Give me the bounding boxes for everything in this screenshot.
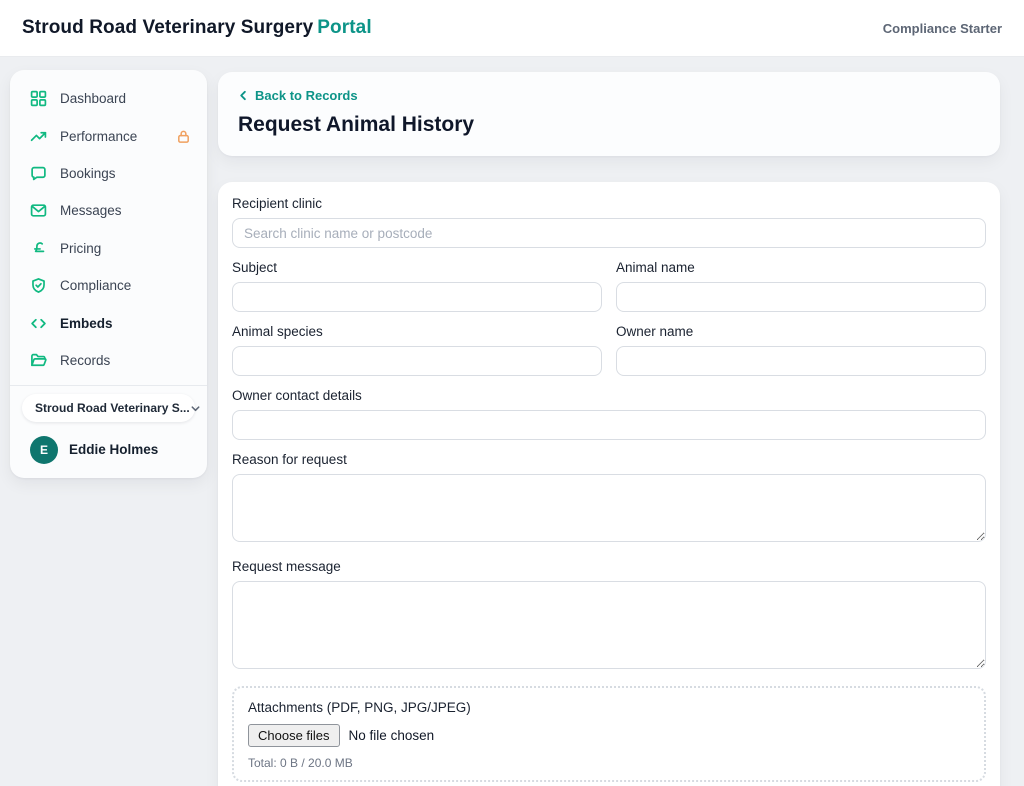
animal-species-field: Animal species xyxy=(232,324,602,376)
brand-name: Stroud Road Veterinary Surgery xyxy=(22,17,314,38)
clinic-selector[interactable]: Stroud Road Veterinary S... xyxy=(22,394,200,422)
owner-name-input[interactable] xyxy=(616,346,986,376)
attachments-box: Attachments (PDF, PNG, JPG/JPEG) Choose … xyxy=(232,686,986,782)
reason-textarea[interactable] xyxy=(232,474,986,542)
sidebar-item-label: Compliance xyxy=(60,278,132,294)
sidebar-item-label: Embeds xyxy=(60,315,113,331)
sidebar-item-label: Records xyxy=(60,353,111,369)
sidebar-item-compliance[interactable]: Compliance xyxy=(10,267,207,304)
sidebar-item-label: Bookings xyxy=(60,166,116,182)
pound-icon xyxy=(30,240,47,257)
brand-accent: Portal xyxy=(317,17,372,38)
subject-input[interactable] xyxy=(232,282,602,312)
shield-check-icon xyxy=(30,277,47,294)
owner-name-field: Owner name xyxy=(616,324,986,376)
sidebar-item-label: Pricing xyxy=(60,240,102,256)
recipient-clinic-field: Recipient clinic xyxy=(232,196,986,248)
code-icon xyxy=(30,315,47,332)
request-form-card: Recipient clinic Subject Animal name Ani… xyxy=(218,182,1000,786)
sidebar-item-performance[interactable]: Performance xyxy=(10,117,207,154)
sidebar-item-records[interactable]: Records xyxy=(10,342,207,379)
sidebar-item-messages[interactable]: Messages xyxy=(10,192,207,229)
attachments-label: Attachments (PDF, PNG, JPG/JPEG) xyxy=(248,700,471,715)
choose-files-button[interactable]: Choose files xyxy=(248,724,340,747)
animal-name-input[interactable] xyxy=(616,282,986,312)
user-row[interactable]: E Eddie Holmes xyxy=(10,432,207,464)
sidebar-item-pricing[interactable]: Pricing xyxy=(10,230,207,267)
subject-field: Subject xyxy=(232,260,602,312)
owner-contact-label: Owner contact details xyxy=(232,388,362,403)
envelope-icon xyxy=(30,202,47,219)
back-to-records-link[interactable]: Back to Records xyxy=(238,88,358,103)
reason-field: Reason for request xyxy=(232,452,986,547)
back-link-label: Back to Records xyxy=(255,88,358,103)
chevron-left-icon xyxy=(238,90,249,101)
avatar: E xyxy=(30,435,58,464)
top-bar: Stroud Road Veterinary Surgery Portal Com… xyxy=(0,0,1024,57)
animal-name-label: Animal name xyxy=(616,260,695,275)
sidebar-item-label: Performance xyxy=(60,128,138,144)
owner-name-label: Owner name xyxy=(616,324,694,339)
chat-bubble-icon xyxy=(30,165,47,182)
sidebar: Dashboard Performance Bookings Mess xyxy=(10,70,207,478)
user-name: Eddie Holmes xyxy=(69,442,159,458)
page-header-card: Back to Records Request Animal History xyxy=(218,72,1000,156)
plan-badge: Compliance Starter xyxy=(882,20,1002,36)
recipient-clinic-label: Recipient clinic xyxy=(232,196,323,211)
request-message-label: Request message xyxy=(232,559,341,574)
reason-label: Reason for request xyxy=(232,452,347,467)
request-message-textarea[interactable] xyxy=(232,581,986,669)
no-file-chosen-text: No file chosen xyxy=(348,728,435,743)
page-title: Request Animal History xyxy=(238,113,475,136)
folder-open-icon xyxy=(30,352,47,369)
sidebar-item-label: Messages xyxy=(60,203,122,219)
dashboard-grid-icon xyxy=(30,90,47,107)
animal-species-input[interactable] xyxy=(232,346,602,376)
owner-contact-field: Owner contact details xyxy=(232,388,986,440)
owner-contact-input[interactable] xyxy=(232,410,986,440)
subject-label: Subject xyxy=(232,260,278,275)
clinic-selector-label: Stroud Road Veterinary S... xyxy=(35,401,190,416)
sidebar-item-bookings[interactable]: Bookings xyxy=(10,155,207,192)
request-message-field: Request message xyxy=(232,559,986,674)
chevron-down-icon xyxy=(190,403,201,414)
animal-name-field: Animal name xyxy=(616,260,986,312)
sidebar-divider xyxy=(10,385,207,387)
app-title: Stroud Road Veterinary Surgery Portal xyxy=(22,17,372,39)
attachments-total-text: Total: 0 B / 20.0 MB xyxy=(248,756,353,770)
trend-up-icon xyxy=(30,128,47,145)
sidebar-item-embeds[interactable]: Embeds xyxy=(10,305,207,342)
sidebar-item-label: Dashboard xyxy=(60,91,127,107)
animal-species-label: Animal species xyxy=(232,324,323,339)
sidebar-item-dashboard[interactable]: Dashboard xyxy=(10,80,207,117)
lock-icon xyxy=(176,129,191,144)
recipient-clinic-input[interactable] xyxy=(232,218,986,248)
